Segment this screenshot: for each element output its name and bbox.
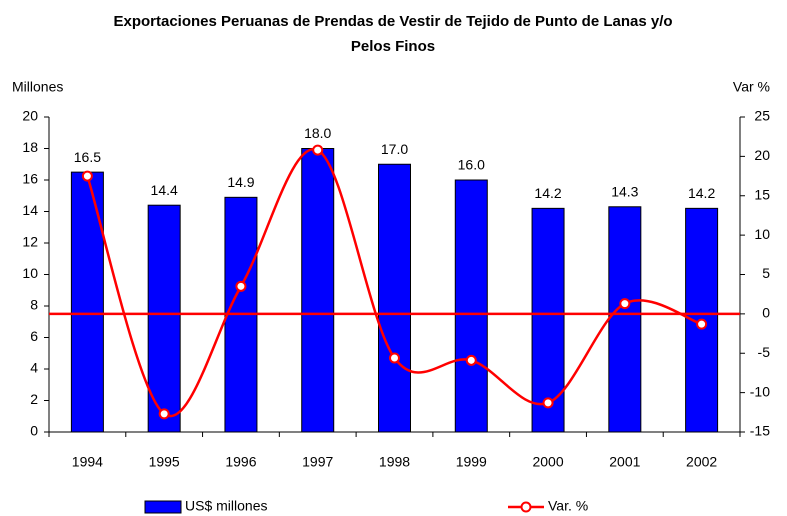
data-label: 14.9 <box>227 174 254 190</box>
legend-label: Var. % <box>548 498 588 514</box>
chart-title: Exportaciones Peruanas de Prendas de Ves… <box>113 13 672 30</box>
y2-tick-label: -10 <box>750 383 770 399</box>
y-tick-label: 16 <box>22 171 38 187</box>
y2-tick-label: 10 <box>754 226 770 242</box>
y2-tick-label: -15 <box>750 423 770 439</box>
line-marker <box>542 397 554 409</box>
y-tick-label: 14 <box>22 202 38 218</box>
line-marker <box>389 352 400 364</box>
bar <box>70 171 104 433</box>
y-tick-label: 12 <box>22 234 38 250</box>
y-tick-label: 4 <box>30 360 38 376</box>
data-label: 18.0 <box>304 125 331 141</box>
data-label: 14.4 <box>151 182 178 198</box>
x-tick-label: 1994 <box>72 454 103 470</box>
bar <box>378 163 411 433</box>
x-tick-label: 1995 <box>149 454 180 470</box>
data-label: 14.2 <box>534 185 561 201</box>
x-tick-label: 1998 <box>379 454 410 470</box>
y2-tick-label: 5 <box>762 265 770 281</box>
x-tick-label: 2002 <box>686 454 717 470</box>
bar <box>608 206 642 433</box>
y-tick-label: 2 <box>30 391 38 407</box>
line-marker <box>465 354 477 366</box>
y-tick-label: 10 <box>22 265 38 281</box>
y2-tick-label: -5 <box>758 344 771 360</box>
data-label: 14.2 <box>688 185 715 201</box>
y2-axis-title: Var % <box>733 79 770 95</box>
data-label: 16.0 <box>458 157 485 173</box>
y-tick-label: 18 <box>22 139 38 155</box>
y-tick-label: 8 <box>30 297 38 313</box>
y-tick-label: 0 <box>30 423 38 439</box>
bar <box>454 179 488 433</box>
y-axis-title: Millones <box>12 79 63 95</box>
data-label: 17.0 <box>381 141 408 157</box>
x-tick-label: 1996 <box>225 454 256 470</box>
line-marker <box>158 408 170 420</box>
x-tick-label: 2001 <box>609 454 640 470</box>
line-marker <box>81 170 93 182</box>
line-marker <box>312 144 324 156</box>
data-label: 16.5 <box>74 149 101 165</box>
y2-tick-label: 0 <box>762 305 770 321</box>
y2-tick-label: 25 <box>754 108 770 124</box>
x-tick-label: 2000 <box>532 454 563 470</box>
data-label: 14.3 <box>611 183 638 199</box>
y-tick-label: 20 <box>22 108 38 124</box>
y2-tick-label: 20 <box>754 147 770 163</box>
line-marker <box>696 318 708 330</box>
line-marker <box>619 298 631 310</box>
legend-swatch <box>144 500 182 514</box>
y-tick-label: 6 <box>30 328 38 344</box>
x-tick-label: 1999 <box>456 454 487 470</box>
line-marker <box>235 280 247 292</box>
bar <box>147 204 181 433</box>
legend-marker <box>520 501 532 513</box>
legend-label: US$ millones <box>185 498 267 514</box>
y2-tick-label: 15 <box>754 186 770 202</box>
x-tick-label: 1997 <box>302 454 333 470</box>
chart-title: Pelos Finos <box>351 38 435 55</box>
bar <box>301 148 335 433</box>
